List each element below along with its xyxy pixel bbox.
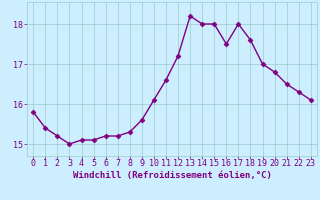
- X-axis label: Windchill (Refroidissement éolien,°C): Windchill (Refroidissement éolien,°C): [73, 171, 271, 180]
